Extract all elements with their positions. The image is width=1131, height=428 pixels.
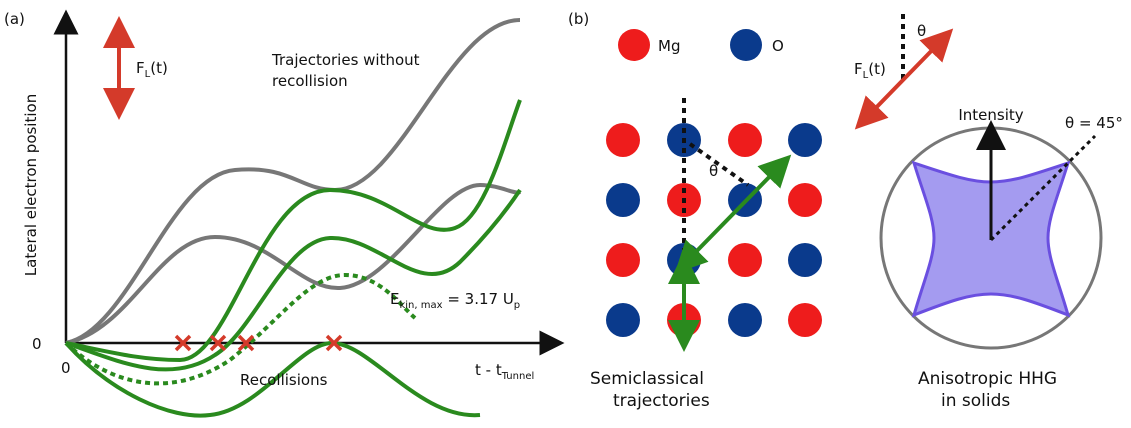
panel-b: (b) Mg O θ Semiclassical trajectories θ … (568, 10, 1123, 411)
atom (606, 243, 640, 277)
atom (788, 303, 822, 337)
caption-right: Anisotropic HHG (918, 369, 1057, 389)
atom (606, 183, 640, 217)
atom (728, 123, 762, 157)
panel-label: (b) (568, 10, 589, 28)
o-legend: O (772, 37, 784, 55)
x-zero: 0 (61, 359, 71, 377)
atom (606, 303, 640, 337)
x-axis-label: t - tTunnel (475, 361, 534, 382)
recollisions-label: Recollisions (240, 371, 328, 389)
atom (788, 123, 822, 157)
panel-label: (a) (4, 10, 25, 28)
field-theta: θ (917, 22, 926, 40)
atom (788, 183, 822, 217)
mg-legend-dot (618, 29, 650, 61)
force-arrow (866, 40, 942, 118)
atom (788, 243, 822, 277)
mg-legend: Mg (658, 37, 680, 55)
atom (728, 243, 762, 277)
trajectory-arrow (686, 166, 780, 262)
energy-label: Ekin, max = 3.17 Up (390, 290, 520, 311)
o-legend-dot (730, 29, 762, 61)
figure: (a) FL(t) Trajectories withoutrecollisio… (0, 0, 1131, 424)
angle-label: θ = 45° (1065, 114, 1123, 132)
caption-left: Semiclassical (590, 369, 704, 389)
atom (728, 303, 762, 337)
lattice (606, 123, 822, 337)
caption-left: trajectories (613, 391, 710, 411)
force-label: FL(t) (854, 60, 886, 81)
y-axis-label: Lateral electron position (22, 94, 40, 276)
lattice-theta: θ (709, 162, 718, 180)
atom (606, 123, 640, 157)
caption-right: in solids (941, 391, 1010, 411)
force-label: FL(t) (136, 59, 168, 80)
intensity-label: Intensity (958, 106, 1023, 124)
y-zero: 0 (32, 335, 42, 353)
